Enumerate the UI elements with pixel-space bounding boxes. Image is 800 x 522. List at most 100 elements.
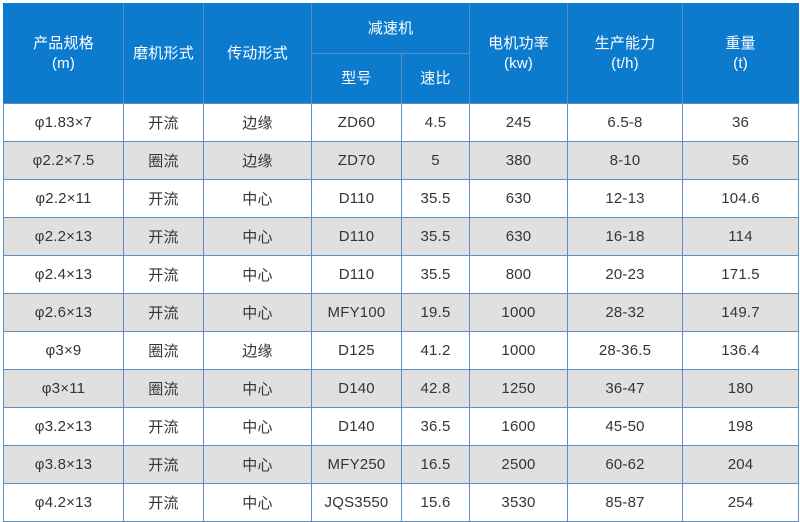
cell-power: 1250: [469, 369, 569, 408]
product-specification-table: 产品规格 (m) 磨机形式 传动形式 减速机 电机功率 (kw) 生产能力: [3, 3, 800, 522]
cell-capacity: 36-47: [567, 369, 684, 408]
cell-model: D110: [311, 217, 402, 256]
cell-drive: 边缘: [203, 331, 312, 370]
cell-spec: φ2.6×13: [3, 293, 124, 332]
cell-drive: 中心: [203, 445, 312, 484]
cell-mill-type: 开流: [123, 407, 204, 446]
cell-spec: φ2.2×7.5: [3, 141, 124, 180]
column-header-motor-power-unit: (kw): [503, 54, 534, 72]
cell-ratio: 15.6: [400, 483, 471, 522]
column-header-reducer-model: 型号: [311, 53, 402, 104]
cell-mill-type: 开流: [123, 445, 204, 484]
cell-model: D110: [311, 179, 402, 218]
cell-model: JQS3550: [311, 483, 402, 522]
cell-spec: φ1.83×7: [3, 103, 124, 142]
table-row: φ2.6×13 开流 中心 MFY100 19.5 1000 28-32 149.7: [3, 293, 800, 332]
table-row: φ2.2×13 开流 中心 D110 35.5 630 16-18 114: [3, 217, 800, 256]
cell-capacity: 12-13: [567, 179, 684, 218]
cell-mill-type: 开流: [123, 293, 204, 332]
cell-power: 1600: [469, 407, 569, 446]
cell-drive: 中心: [203, 407, 312, 446]
table-row: φ1.83×7 开流 边缘 ZD60 4.5 245 6.5-8 36: [3, 103, 800, 142]
column-header-mill-type: 磨机形式: [123, 3, 204, 104]
cell-drive: 中心: [203, 217, 312, 256]
column-header-weight: 重量 (t): [682, 3, 800, 104]
column-header-reducer-group: 减速机: [310, 3, 471, 54]
cell-mill-type: 开流: [123, 483, 204, 522]
cell-model: D110: [311, 255, 402, 294]
table-row: φ2.4×13 开流 中心 D110 35.5 800 20-23 171.5: [3, 255, 800, 294]
cell-weight: 114: [682, 217, 800, 256]
table-header: 产品规格 (m) 磨机形式 传动形式 减速机 电机功率 (kw) 生产能力: [3, 3, 800, 104]
cell-capacity: 20-23: [567, 255, 684, 294]
cell-spec: φ3×9: [3, 331, 124, 370]
cell-model: D125: [311, 331, 402, 370]
table-row: φ3×9 圈流 边缘 D125 41.2 1000 28-36.5 136.4: [3, 331, 800, 370]
cell-weight: 180: [682, 369, 800, 408]
column-header-product-spec-unit: (m): [51, 54, 76, 72]
cell-ratio: 42.8: [400, 369, 471, 408]
cell-model: MFY250: [311, 445, 402, 484]
cell-model: D140: [311, 369, 402, 408]
table-body: φ1.83×7 开流 边缘 ZD60 4.5 245 6.5-8 36 φ2.2×7.5 圈流 边缘…: [3, 103, 800, 522]
cell-power: 3530: [469, 483, 569, 522]
cell-ratio: 35.5: [400, 179, 471, 218]
cell-spec: φ2.4×13: [3, 255, 124, 294]
column-header-mill-type-label: 磨机形式: [133, 44, 194, 62]
cell-mill-type: 圈流: [123, 331, 204, 370]
column-header-motor-power-label: 电机功率: [488, 35, 549, 52]
cell-capacity: 45-50: [567, 407, 684, 446]
column-header-drive-type-label: 传动形式: [227, 44, 288, 62]
cell-capacity: 16-18: [567, 217, 684, 256]
cell-ratio: 35.5: [400, 217, 471, 256]
column-header-reducer-ratio: 速比: [400, 53, 471, 104]
cell-capacity: 60-62: [567, 445, 684, 484]
cell-drive: 中心: [203, 293, 312, 332]
cell-power: 1000: [469, 293, 569, 332]
cell-ratio: 16.5: [400, 445, 471, 484]
cell-power: 380: [469, 141, 569, 180]
cell-power: 630: [469, 217, 569, 256]
table-row: φ3.2×13 开流 中心 D140 36.5 1600 45-50 198: [3, 407, 800, 446]
cell-weight: 204: [682, 445, 800, 484]
cell-model: D140: [311, 407, 402, 446]
column-header-reducer-group-label: 减速机: [367, 19, 414, 37]
cell-drive: 边缘: [203, 141, 312, 180]
table-row: φ2.2×11 开流 中心 D110 35.5 630 12-13 104.6: [3, 179, 800, 218]
cell-power: 800: [469, 255, 569, 294]
cell-drive: 中心: [203, 255, 312, 294]
column-header-capacity: 生产能力 (t/h): [567, 3, 684, 104]
cell-mill-type: 开流: [123, 179, 204, 218]
cell-drive: 中心: [203, 483, 312, 522]
cell-mill-type: 开流: [123, 255, 204, 294]
cell-power: 1000: [469, 331, 569, 370]
cell-ratio: 35.5: [400, 255, 471, 294]
cell-weight: 56: [682, 141, 800, 180]
cell-weight: 198: [682, 407, 800, 446]
table-row: φ4.2×13 开流 中心 JQS3550 15.6 3530 85-87 254: [3, 483, 800, 522]
cell-mill-type: 开流: [123, 217, 204, 256]
cell-spec: φ3×11: [3, 369, 124, 408]
cell-model: ZD70: [311, 141, 402, 180]
cell-mill-type: 开流: [123, 103, 204, 142]
cell-weight: 171.5: [682, 255, 800, 294]
cell-power: 630: [469, 179, 569, 218]
cell-ratio: 4.5: [400, 103, 471, 142]
cell-mill-type: 圈流: [123, 369, 204, 408]
column-header-drive-type: 传动形式: [203, 3, 312, 104]
cell-power: 2500: [469, 445, 569, 484]
cell-weight: 136.4: [682, 331, 800, 370]
cell-weight: 149.7: [682, 293, 800, 332]
column-header-motor-power: 电机功率 (kw): [469, 3, 569, 104]
table-row: φ3.8×13 开流 中心 MFY250 16.5 2500 60-62 204: [3, 445, 800, 484]
table-row: φ3×11 圈流 中心 D140 42.8 1250 36-47 180: [3, 369, 800, 408]
cell-weight: 104.6: [682, 179, 800, 218]
column-header-capacity-label: 生产能力: [594, 35, 656, 52]
column-header-product-spec: 产品规格 (m): [3, 3, 124, 104]
cell-spec: φ4.2×13: [3, 483, 124, 522]
column-header-product-spec-label: 产品规格: [33, 35, 94, 52]
column-header-capacity-unit: (t/h): [611, 54, 639, 72]
cell-spec: φ3.2×13: [3, 407, 124, 446]
cell-drive: 边缘: [203, 103, 312, 142]
